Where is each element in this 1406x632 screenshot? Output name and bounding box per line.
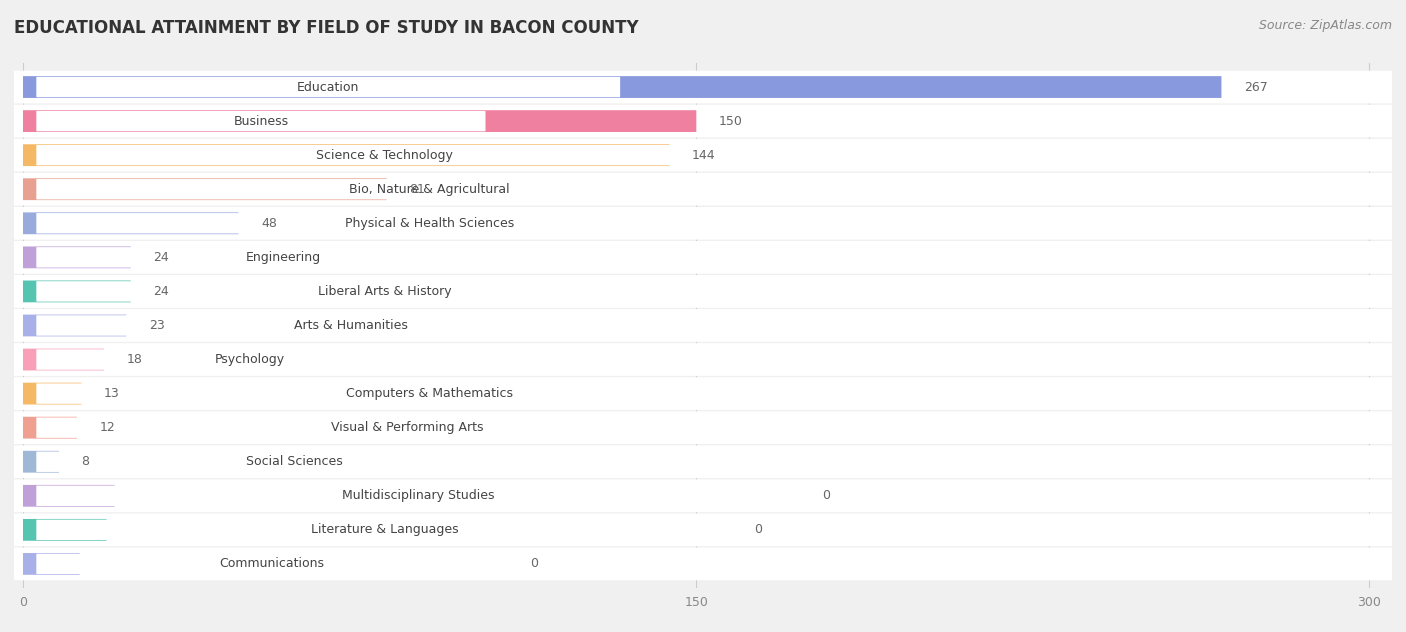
FancyBboxPatch shape — [37, 213, 823, 233]
FancyBboxPatch shape — [22, 383, 82, 404]
FancyBboxPatch shape — [22, 110, 696, 132]
Text: EDUCATIONAL ATTAINMENT BY FIELD OF STUDY IN BACON COUNTY: EDUCATIONAL ATTAINMENT BY FIELD OF STUDY… — [14, 19, 638, 37]
Text: 0: 0 — [755, 523, 762, 537]
FancyBboxPatch shape — [22, 178, 387, 200]
Text: Liberal Arts & History: Liberal Arts & History — [318, 285, 451, 298]
FancyBboxPatch shape — [37, 485, 800, 506]
FancyBboxPatch shape — [0, 480, 1392, 512]
FancyBboxPatch shape — [22, 485, 115, 507]
Text: 8: 8 — [82, 455, 90, 468]
Text: Bio, Nature & Agricultural: Bio, Nature & Agricultural — [349, 183, 509, 196]
Text: Education: Education — [297, 80, 360, 94]
FancyBboxPatch shape — [0, 275, 1392, 308]
Text: 24: 24 — [153, 251, 169, 264]
Text: Social Sciences: Social Sciences — [246, 455, 343, 468]
FancyBboxPatch shape — [37, 111, 485, 131]
FancyBboxPatch shape — [37, 384, 823, 404]
Text: 24: 24 — [153, 285, 169, 298]
FancyBboxPatch shape — [0, 207, 1392, 240]
Text: Science & Technology: Science & Technology — [316, 149, 453, 162]
FancyBboxPatch shape — [0, 173, 1392, 205]
FancyBboxPatch shape — [0, 514, 1392, 546]
FancyBboxPatch shape — [37, 315, 665, 336]
FancyBboxPatch shape — [37, 349, 463, 370]
FancyBboxPatch shape — [22, 246, 131, 268]
Text: Business: Business — [233, 114, 288, 128]
FancyBboxPatch shape — [37, 554, 508, 574]
Text: 150: 150 — [718, 114, 742, 128]
Text: Physical & Health Sciences: Physical & Health Sciences — [344, 217, 513, 230]
FancyBboxPatch shape — [0, 411, 1392, 444]
Text: Visual & Performing Arts: Visual & Performing Arts — [330, 421, 484, 434]
FancyBboxPatch shape — [22, 553, 80, 575]
Text: 144: 144 — [692, 149, 716, 162]
Text: Communications: Communications — [219, 557, 325, 571]
FancyBboxPatch shape — [37, 520, 733, 540]
FancyBboxPatch shape — [0, 377, 1392, 410]
FancyBboxPatch shape — [37, 451, 553, 472]
FancyBboxPatch shape — [22, 349, 104, 370]
FancyBboxPatch shape — [37, 247, 530, 267]
Text: Source: ZipAtlas.com: Source: ZipAtlas.com — [1258, 19, 1392, 32]
Text: 81: 81 — [409, 183, 425, 196]
FancyBboxPatch shape — [37, 281, 733, 301]
Text: Psychology: Psychology — [215, 353, 285, 366]
FancyBboxPatch shape — [0, 343, 1392, 376]
Text: Engineering: Engineering — [246, 251, 321, 264]
FancyBboxPatch shape — [22, 451, 59, 473]
FancyBboxPatch shape — [37, 145, 733, 166]
FancyBboxPatch shape — [22, 315, 127, 336]
Text: Literature & Languages: Literature & Languages — [311, 523, 458, 537]
Text: 13: 13 — [104, 387, 120, 400]
FancyBboxPatch shape — [0, 309, 1392, 342]
FancyBboxPatch shape — [22, 416, 77, 439]
FancyBboxPatch shape — [22, 281, 131, 302]
FancyBboxPatch shape — [0, 446, 1392, 478]
FancyBboxPatch shape — [37, 179, 823, 200]
FancyBboxPatch shape — [0, 105, 1392, 137]
Text: Multidisciplinary Studies: Multidisciplinary Studies — [342, 489, 495, 502]
FancyBboxPatch shape — [37, 418, 778, 438]
Text: 0: 0 — [530, 557, 538, 571]
FancyBboxPatch shape — [0, 71, 1392, 104]
FancyBboxPatch shape — [37, 77, 620, 97]
FancyBboxPatch shape — [22, 76, 1222, 98]
FancyBboxPatch shape — [22, 144, 669, 166]
Text: 12: 12 — [100, 421, 115, 434]
Text: 267: 267 — [1244, 80, 1268, 94]
Text: 18: 18 — [127, 353, 142, 366]
Text: 0: 0 — [823, 489, 830, 502]
FancyBboxPatch shape — [0, 139, 1392, 171]
FancyBboxPatch shape — [22, 212, 239, 234]
Text: Computers & Mathematics: Computers & Mathematics — [346, 387, 513, 400]
FancyBboxPatch shape — [0, 241, 1392, 274]
FancyBboxPatch shape — [22, 519, 107, 541]
Text: Arts & Humanities: Arts & Humanities — [294, 319, 408, 332]
Text: 23: 23 — [149, 319, 165, 332]
Text: 48: 48 — [262, 217, 277, 230]
FancyBboxPatch shape — [0, 547, 1392, 580]
